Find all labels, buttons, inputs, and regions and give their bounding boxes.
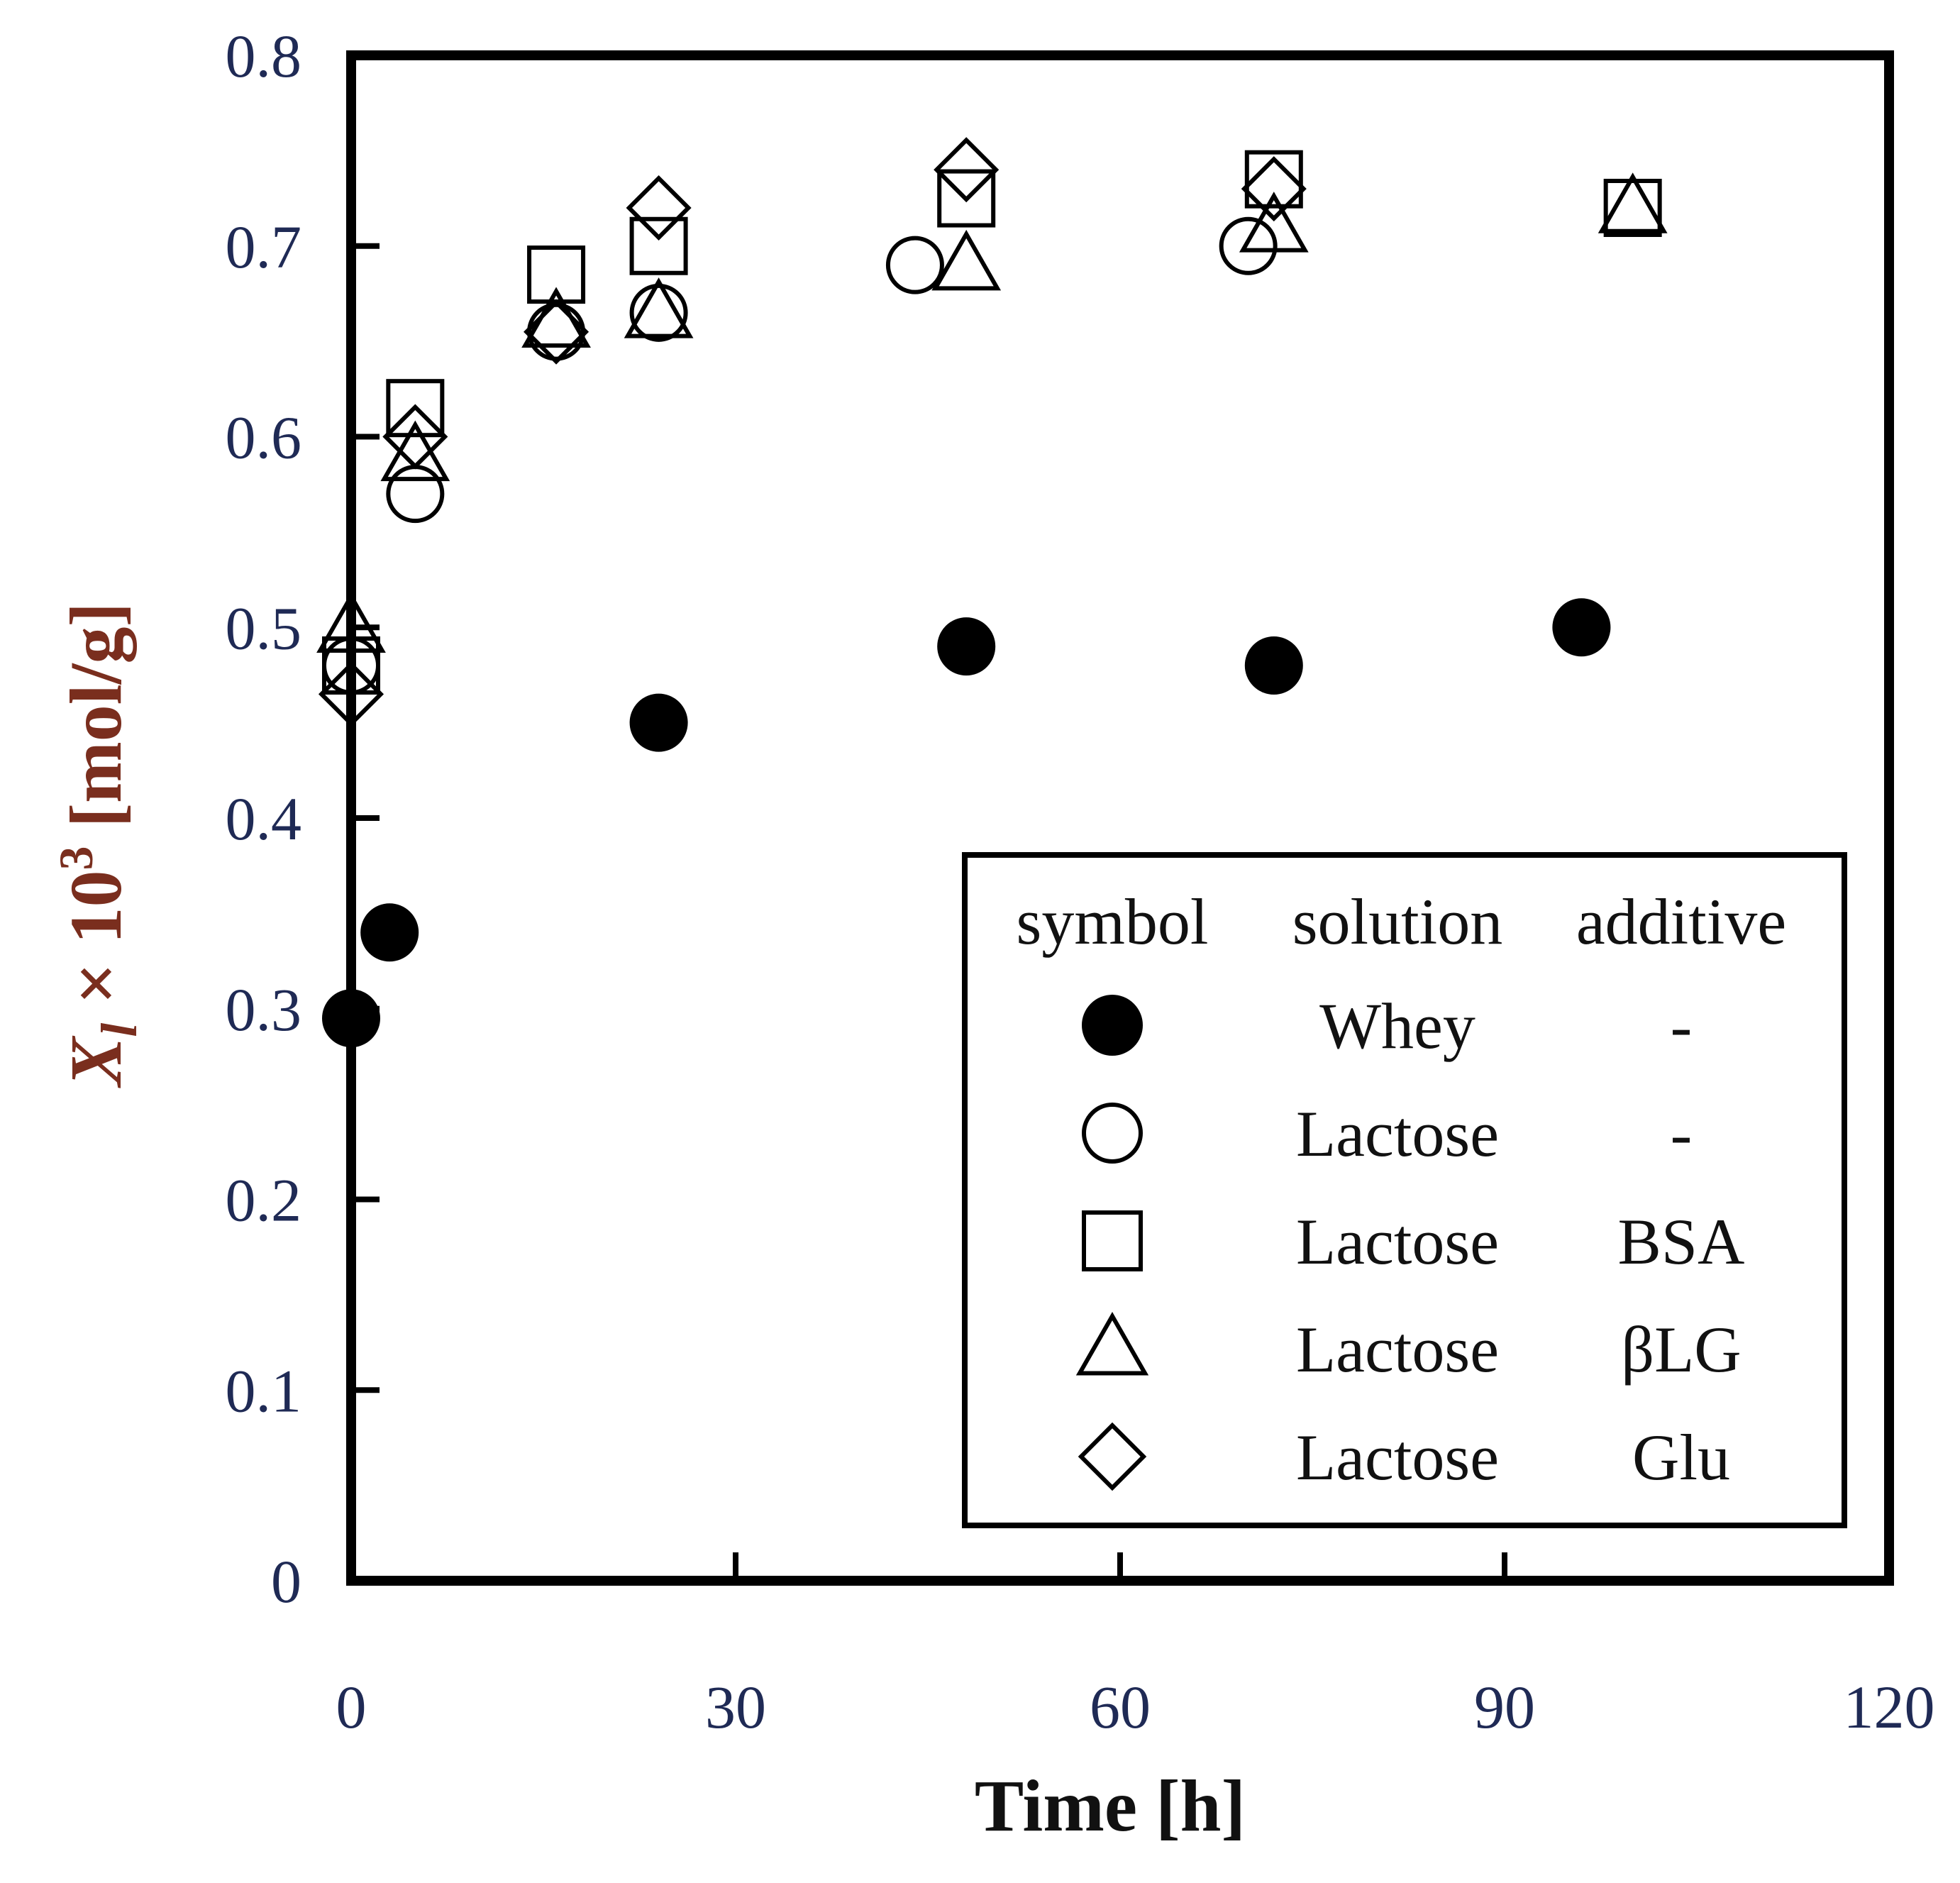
data-point-series-1 [1219,216,1278,275]
data-point-series-1 [527,302,586,361]
y-tick-label: 0.3 [226,976,302,1044]
legend-additive-3: βLG [1621,1313,1741,1386]
x-tick-label: 60 [1090,1673,1151,1741]
data-point-series-0 [629,693,688,752]
x-tick-label: 30 [705,1673,766,1741]
data-point-series-3 [624,277,694,338]
x-tick-label: 0 [336,1673,367,1741]
legend-additive-4: Glu [1632,1421,1730,1493]
legend-symbol-1 [1082,1103,1143,1164]
legend-header-solution: solution [1292,885,1502,958]
data-point-series-3 [1239,192,1309,253]
legend: symbol solution additive Whey - Lactose - La… [962,852,1847,1528]
data-point-series-3 [931,229,1002,291]
y-tick-label: 0.2 [226,1166,302,1235]
legend-header-symbol: symbol [1017,885,1209,958]
y-tick-label: 0 [271,1547,301,1616]
data-point-series-1 [885,236,944,294]
legend-additive-1: - [1671,1098,1693,1170]
y-tick-label: 0.4 [226,785,302,853]
legend-solution-1: Lactose [1296,1098,1499,1170]
y-tick-label: 0.6 [226,404,302,472]
data-point-series-3 [380,420,450,482]
data-point-series-4 [1241,156,1307,222]
legend-solution-3: Lactose [1296,1313,1499,1386]
legend-solution-0: Whey [1319,990,1475,1062]
x-tick-label: 90 [1474,1673,1535,1741]
x-tick-label: 120 [1844,1673,1935,1741]
data-point-series-4 [524,299,589,365]
y-tick-label: 0.1 [226,1357,302,1425]
legend-additive-0: - [1671,990,1693,1062]
y-tick-label: 0.7 [226,213,302,281]
y-tick-label: 0.8 [226,22,302,90]
data-points [316,137,1668,1048]
data-point-series-3 [1598,172,1668,233]
legend-symbol-4 [1078,1422,1147,1491]
x-axis-title: Time [h] [975,1765,1246,1847]
y-axis-title: Xl × 103 [mol/g] [49,602,148,1088]
data-point-series-4 [626,175,692,241]
legend-symbol-0 [1082,995,1143,1056]
legend-solution-2: Lactose [1296,1205,1499,1278]
data-point-series-0 [937,617,996,676]
data-point-series-2 [629,216,688,275]
legend-additive-2: BSA [1618,1205,1745,1278]
legend-box [962,852,1847,1528]
y-tick-label: 0.5 [226,594,302,662]
data-point-series-0 [360,903,419,962]
data-point-series-1 [386,465,445,524]
data-point-series-2 [386,379,445,438]
data-point-series-2 [1244,150,1303,209]
legend-solution-4: Lactose [1296,1421,1499,1493]
data-point-series-0 [1244,636,1303,695]
axis-ticks: 0 0.1 0.2 0.3 0.4 0.5 0.6 0.7 0.8 0 30 60 90 120 [226,22,1935,1741]
legend-symbol-2 [1082,1210,1143,1271]
data-point-series-4 [382,404,448,470]
data-point-series-2 [937,169,996,228]
legend-symbol-3 [1075,1311,1149,1376]
legend-header-additive: additive [1576,885,1786,958]
data-point-series-4 [934,137,1000,203]
data-point-series-0 [1552,598,1611,657]
